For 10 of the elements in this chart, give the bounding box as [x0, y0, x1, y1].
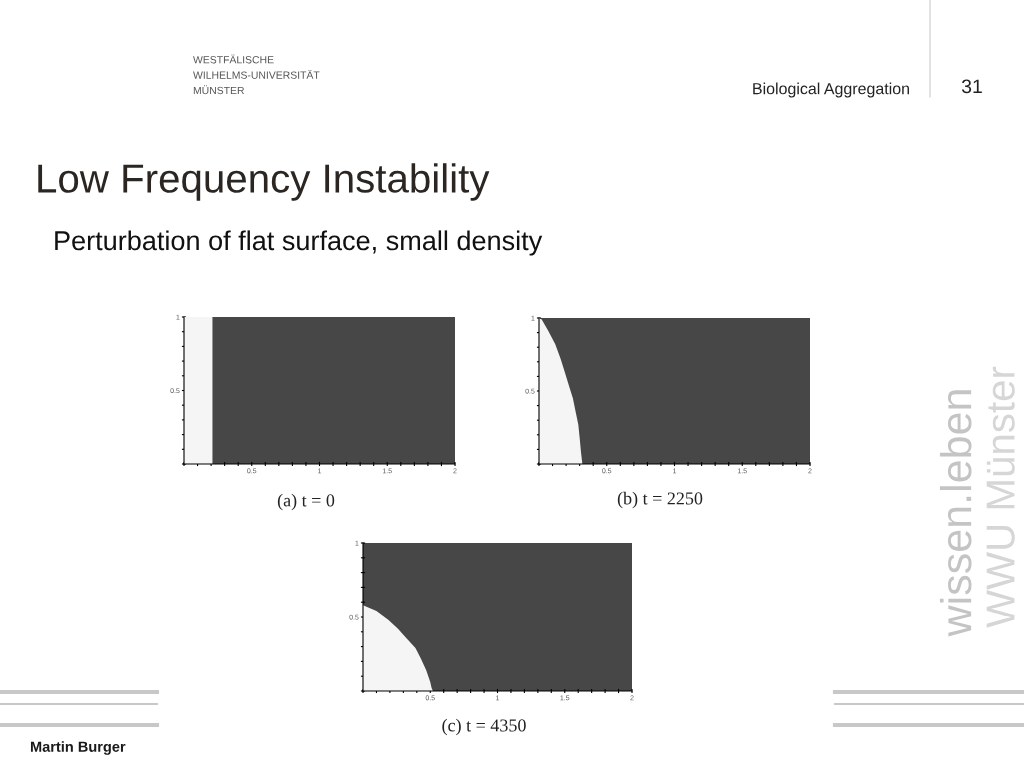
chart-subtitle: Perturbation of flat surface, small density: [55, 230, 543, 256]
chart-title: Low Frequency Instability: [38, 163, 490, 201]
text: (a) t = 0: [277, 493, 335, 511]
text: wissen.leben: [939, 390, 972, 637]
text: Martin Burger: [30, 741, 126, 755]
text: (c) t = 4350: [442, 718, 526, 736]
text: WESTFÄLISCHE WILHELMS-UNIVERSITÄT MÜNSTER: [193, 54, 320, 95]
text: 31: [961, 79, 982, 94]
text: Biological Aggregation: [753, 82, 909, 98]
text: (b) t = 2250: [617, 491, 703, 509]
